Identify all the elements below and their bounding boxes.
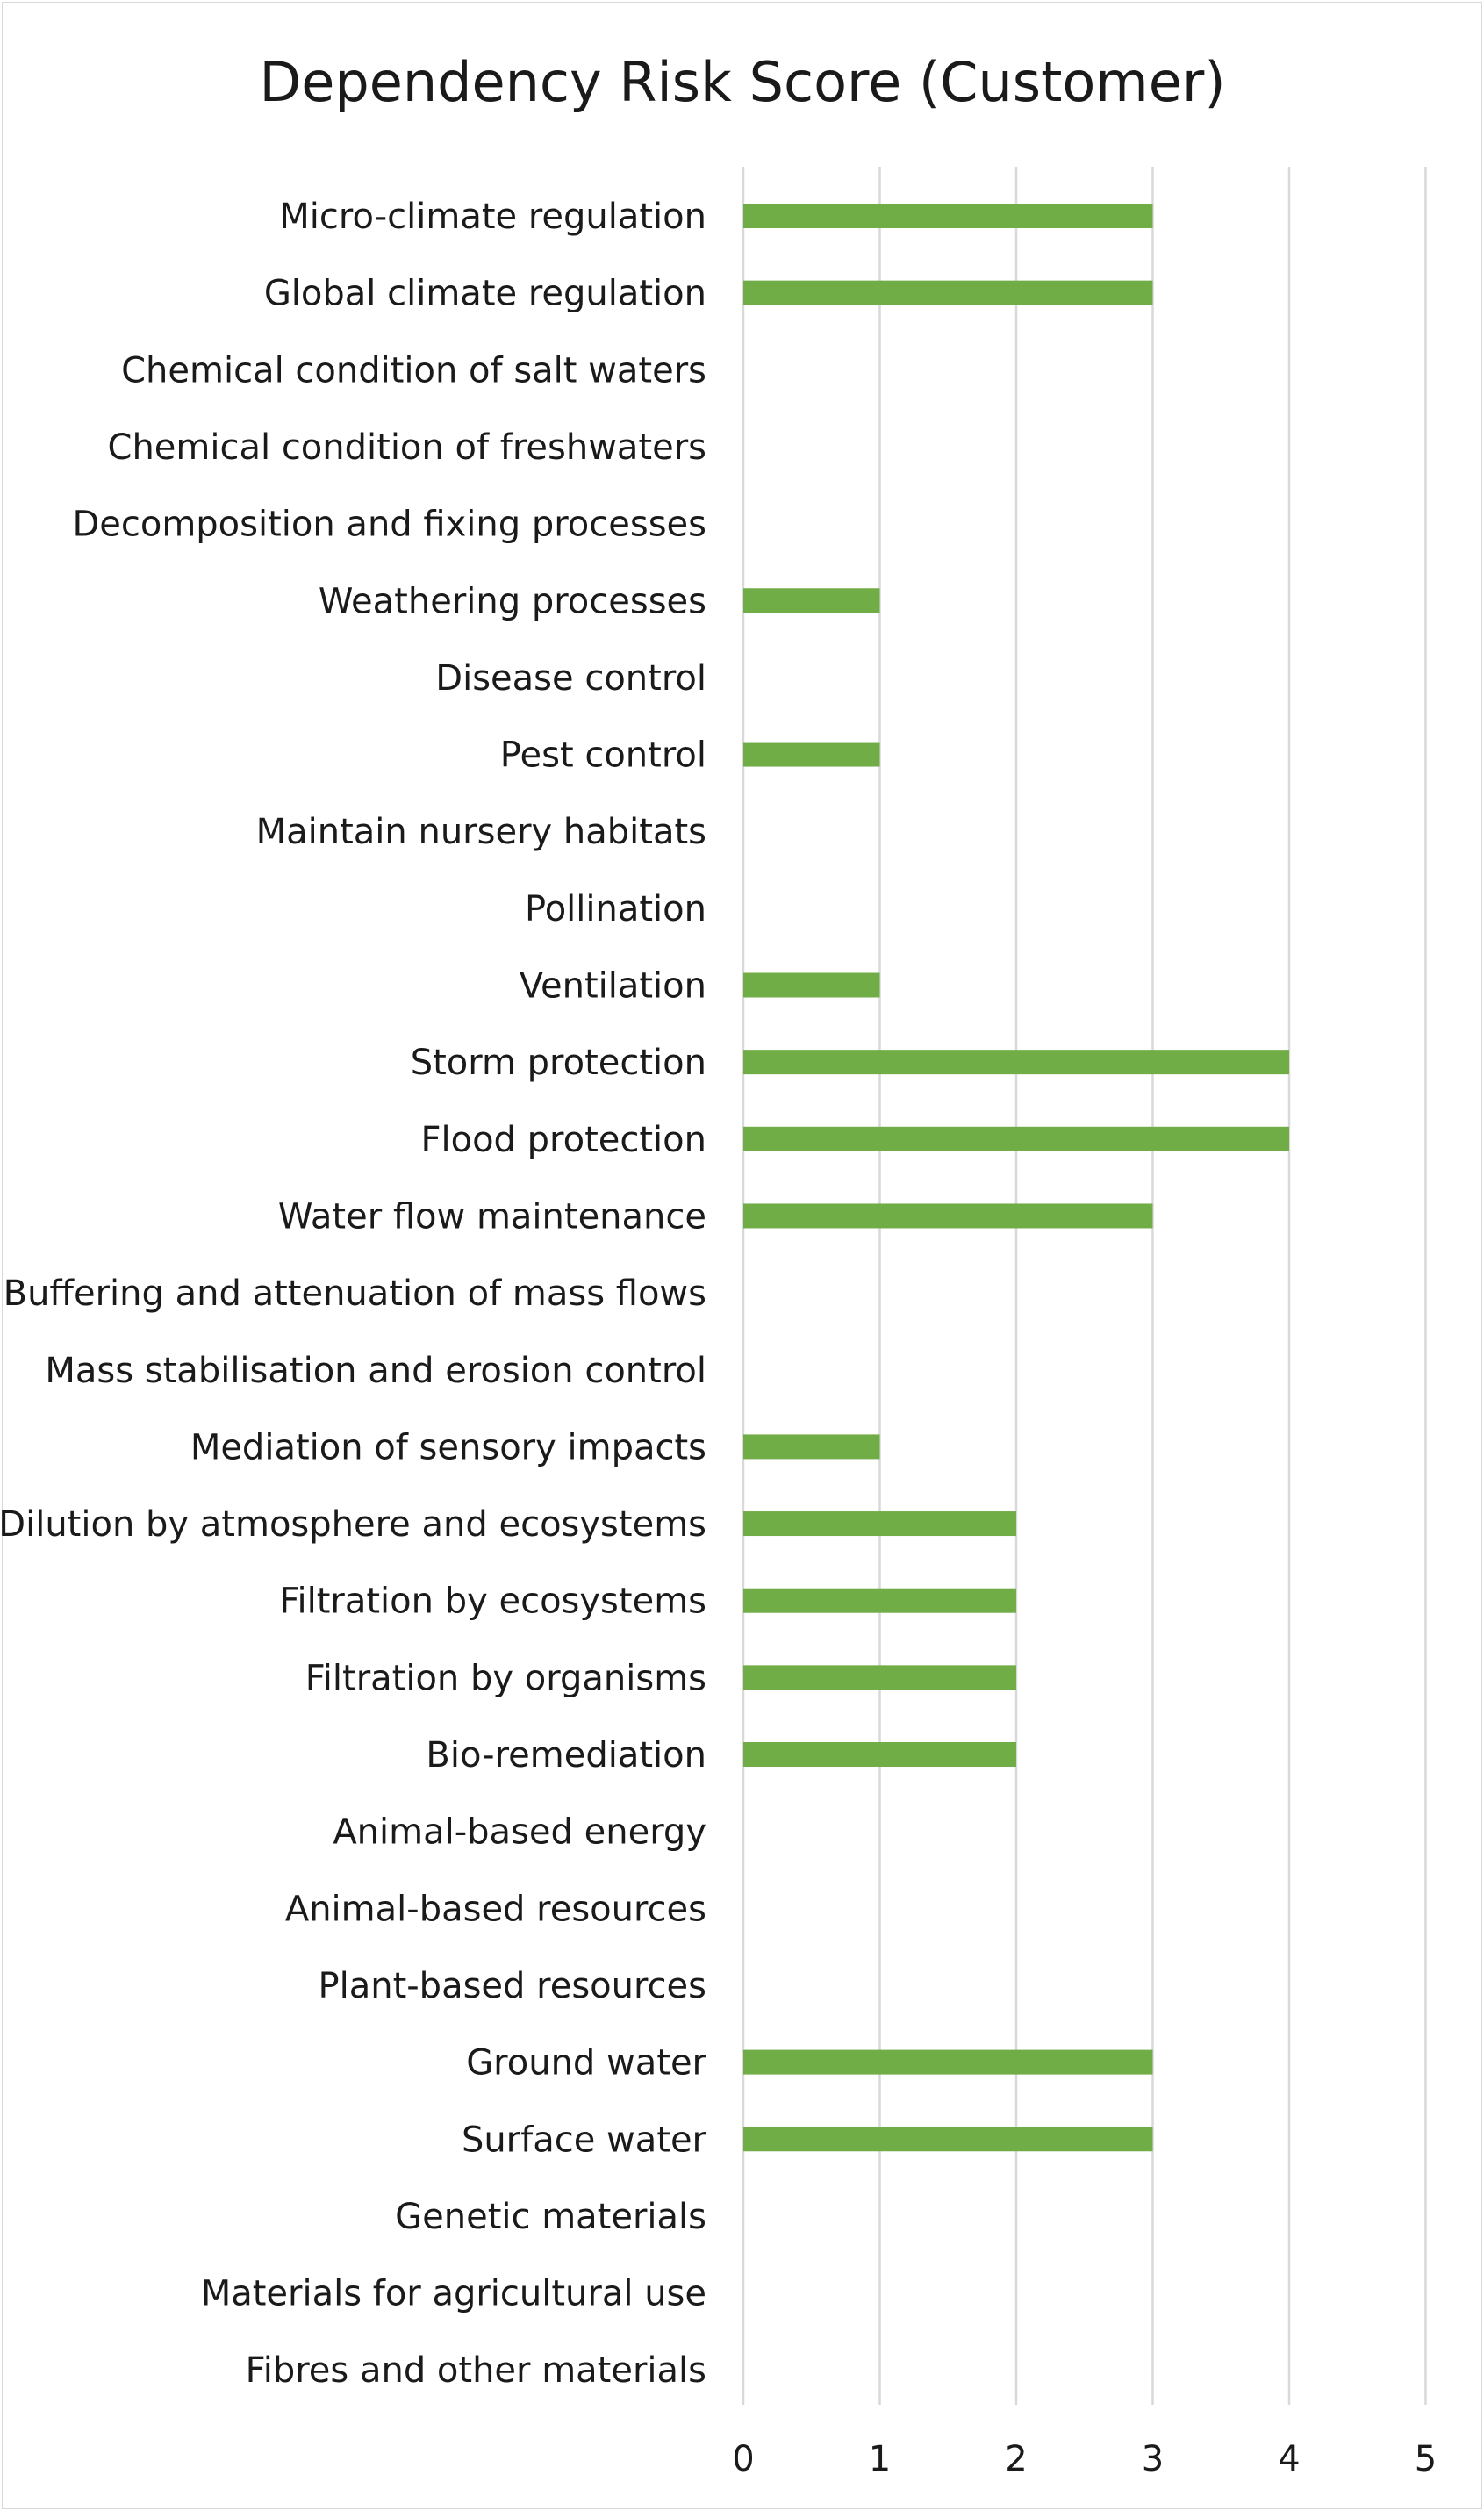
- bar: [743, 1050, 1289, 1075]
- category-label: Plant-based resources: [318, 1966, 706, 2006]
- category-label: Surface water: [462, 2120, 707, 2160]
- category-label: Decomposition and fixing processes: [72, 505, 706, 545]
- bar: [743, 1665, 1016, 1690]
- x-tick-label: 4: [1278, 2439, 1300, 2479]
- bar: [743, 1588, 1016, 1613]
- bar: [743, 280, 1153, 305]
- chart-title: Dependency Risk Score (Customer): [259, 50, 1225, 114]
- category-label: Filtration by ecosystems: [279, 1582, 706, 1622]
- category-label: Water flow maintenance: [278, 1196, 706, 1237]
- category-label: Dilution by atmosphere and ecosystems: [0, 1504, 706, 1545]
- bar: [743, 204, 1153, 228]
- category-label: Fibres and other materials: [246, 2350, 706, 2391]
- category-label: Storm protection: [411, 1043, 706, 1083]
- x-tick-label: 2: [1005, 2439, 1027, 2479]
- category-label: Mass stabilisation and erosion control: [45, 1351, 706, 1391]
- bar: [743, 1742, 1016, 1767]
- category-label: Animal-based resources: [285, 1889, 706, 1929]
- x-tick-label: 3: [1142, 2439, 1164, 2479]
- category-label: Pollination: [525, 889, 706, 929]
- category-label: Weathering processes: [319, 581, 706, 621]
- category-label: Animal-based energy: [333, 1812, 706, 1853]
- gridlines: [742, 167, 1427, 2405]
- category-label: Ground water: [466, 2043, 706, 2084]
- category-label: Materials for agricultural use: [201, 2274, 706, 2314]
- category-label: Mediation of sensory impacts: [190, 1427, 706, 1467]
- category-label: Ventilation: [520, 966, 706, 1007]
- bars: [743, 204, 1289, 2152]
- category-label: Micro-climate regulation: [279, 197, 706, 237]
- category-label: Flood protection: [420, 1120, 706, 1160]
- x-tick-label: 1: [869, 2439, 891, 2479]
- category-label: Chemical condition of freshwaters: [108, 427, 706, 468]
- x-tick-label: 5: [1415, 2439, 1437, 2479]
- category-label: Buffering and attenuation of mass flows: [4, 1273, 706, 1314]
- bar: [743, 588, 880, 613]
- bar: [743, 1511, 1016, 1537]
- category-label: Pest control: [500, 735, 706, 776]
- bar: [743, 1203, 1153, 1229]
- category-label: Filtration by organisms: [305, 1658, 706, 1698]
- x-tick-labels: 0 1 2 3 4 5: [732, 2439, 1437, 2479]
- bar: [743, 972, 880, 998]
- bar: [743, 1126, 1289, 1151]
- bar: [743, 742, 880, 767]
- category-label: Global climate regulation: [264, 274, 706, 314]
- bar: [743, 1434, 880, 1460]
- category-labels: Micro-climate regulation Global climate r…: [0, 197, 707, 2391]
- category-label: Bio-remediation: [426, 1735, 706, 1776]
- category-label: Maintain nursery habitats: [256, 812, 706, 852]
- category-label: Disease control: [435, 658, 706, 699]
- bar: [743, 2049, 1153, 2075]
- category-label: Genetic materials: [395, 2197, 706, 2237]
- bar: [743, 2127, 1153, 2152]
- x-tick-label: 0: [732, 2439, 754, 2479]
- category-label: Chemical condition of salt waters: [121, 350, 706, 391]
